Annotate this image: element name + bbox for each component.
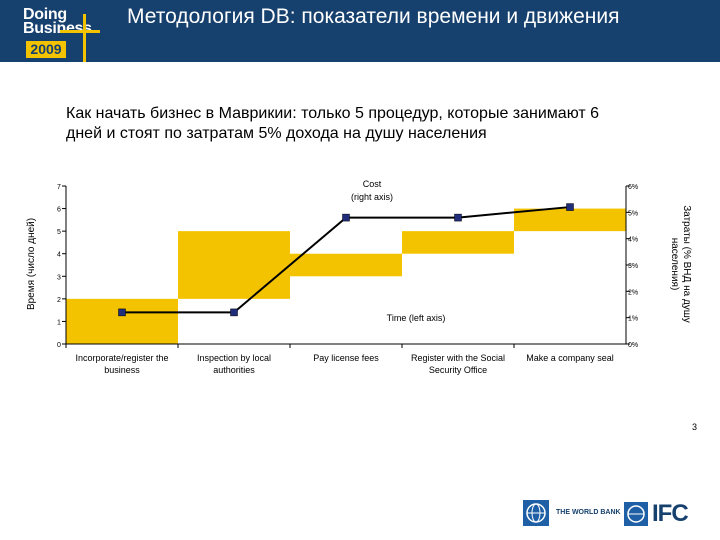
left-tick-label: 5 (57, 229, 61, 236)
world-bank-globe-icon (523, 500, 549, 526)
slide-subtitle: Как начать бизнес в Маврикии: только 5 п… (66, 105, 600, 142)
time-bar-4 (402, 231, 514, 254)
logo-line1: Doing (23, 6, 67, 23)
category-label: Register with the Social Security Office (411, 353, 505, 375)
left-tick-label: 0 (57, 342, 61, 349)
world-bank-logo: THE WORLD BANK (523, 500, 621, 528)
ifc-logo: IFC (624, 500, 712, 528)
cost-marker-4 (454, 213, 462, 222)
category-label: Inspection by local authorities (197, 353, 271, 375)
ifc-globe-icon (624, 502, 648, 526)
page-number: 3 (692, 422, 698, 432)
left-tick-label: 2 (57, 297, 61, 304)
header-bar: Doing Business 2009 Методология DB: пока… (0, 0, 720, 62)
right-axis-title: Затраты (% ВНД на душунаселения) (669, 205, 692, 323)
left-tick-label: 1 (57, 319, 61, 326)
doing-business-logo: Doing Business 2009 (0, 0, 110, 62)
world-bank-label: THE WORLD BANK (556, 509, 621, 516)
right-tick-label: 6% (628, 184, 638, 191)
right-tick-label: 1% (628, 316, 638, 323)
left-tick-label: 6 (57, 207, 61, 214)
category-label: Incorporate/register the business (75, 353, 168, 375)
cost-annotation: Cost (right axis) (351, 179, 393, 202)
right-tick-label: 4% (628, 237, 638, 244)
slide-title: Методология DB: показатели времени и дви… (127, 5, 620, 28)
left-axis-title: Время (число дней) (26, 218, 37, 310)
right-tick-label: 2% (628, 289, 638, 296)
right-tick-label: 3% (628, 263, 638, 270)
cost-marker-2 (230, 308, 238, 317)
left-tick-label: 3 (57, 274, 61, 281)
cost-marker-3 (342, 213, 350, 222)
left-tick-label: 7 (57, 184, 61, 191)
logo-year: 2009 (26, 41, 66, 58)
category-label: Pay license fees (313, 353, 379, 363)
right-tick-label: 0% (628, 342, 638, 349)
right-tick-label: 5% (628, 210, 638, 217)
time-bar-5 (514, 208, 626, 232)
left-tick-label: 4 (57, 252, 61, 259)
time-bar-1 (66, 298, 178, 344)
time-annotation: Time (left axis) (387, 313, 446, 323)
cost-marker-5 (566, 203, 574, 211)
ifc-label: IFC (652, 500, 689, 527)
logo-cross-vertical (83, 14, 86, 62)
time-bar-2 (178, 231, 290, 299)
category-label: Make a company seal (526, 353, 614, 363)
logo-cross-horizontal (60, 30, 100, 33)
cost-marker-1 (118, 308, 126, 317)
time-bar-3 (290, 253, 402, 277)
